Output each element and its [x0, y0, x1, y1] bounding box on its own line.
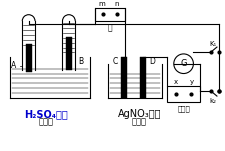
Text: 丙: 丙: [108, 24, 112, 32]
Text: x: x: [174, 79, 178, 85]
Bar: [167, 86, 200, 102]
Text: C: C: [112, 57, 118, 66]
Text: D: D: [149, 57, 155, 66]
Text: AgNO₃溶液: AgNO₃溶液: [118, 109, 161, 119]
Bar: [66, 37, 72, 70]
Text: G: G: [180, 59, 187, 68]
Text: （丁）: （丁）: [177, 106, 190, 112]
Text: H₂SO₄溶液: H₂SO₄溶液: [25, 109, 68, 119]
Text: n: n: [115, 1, 119, 7]
Text: A: A: [11, 61, 17, 70]
Text: m: m: [99, 1, 106, 7]
Text: B: B: [78, 57, 83, 66]
Bar: [26, 44, 32, 72]
Text: （乙）: （乙）: [132, 118, 147, 127]
Text: k₂: k₂: [209, 98, 216, 104]
Text: K₁: K₁: [209, 41, 217, 47]
Circle shape: [174, 54, 194, 74]
Bar: [140, 57, 146, 98]
Text: y: y: [189, 79, 194, 85]
Bar: [95, 8, 125, 21]
Text: （甲）: （甲）: [39, 118, 54, 127]
Bar: [121, 57, 127, 98]
